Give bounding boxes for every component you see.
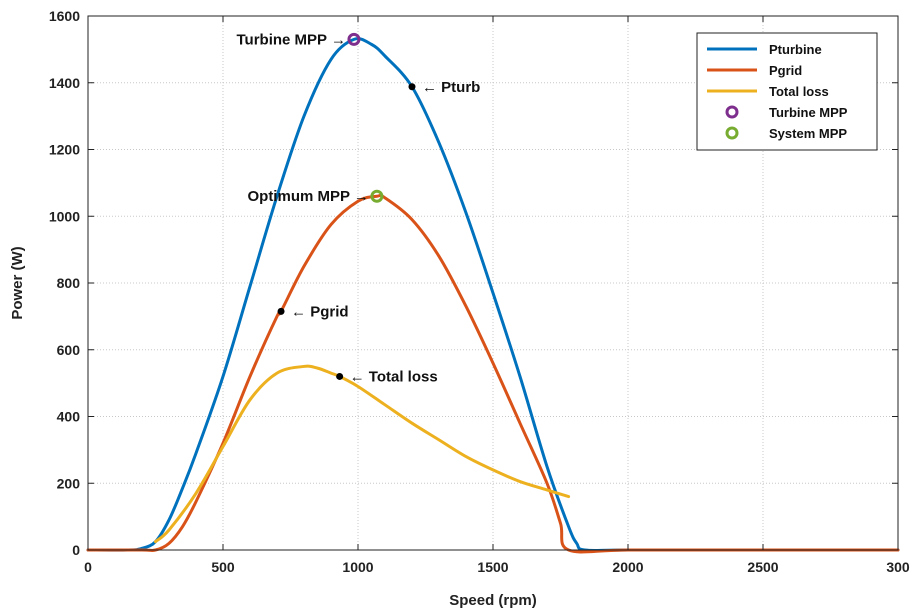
x-tick-label: 300: [886, 559, 910, 575]
y-tick-label: 1200: [49, 142, 80, 158]
legend-swatch-system-mpp: [725, 126, 739, 140]
y-tick-label: 1600: [49, 8, 80, 24]
x-tick-label: 2500: [747, 559, 778, 575]
legend-label-total-loss: Total loss: [769, 84, 829, 99]
marker-turbine-mpp: [347, 32, 361, 46]
legend-label-pturbine: Pturbine: [769, 42, 822, 57]
y-axis-label: Power (W): [9, 246, 26, 319]
annotation--pgrid: ← Pgrid: [291, 303, 349, 320]
series-line-pturbine: [86, 37, 900, 552]
annotation--pturb: ← Pturb: [422, 79, 480, 96]
x-tick-label: 1000: [342, 559, 373, 575]
annotation--total-loss: ← Total loss: [350, 368, 438, 385]
y-tick-label: 1400: [49, 75, 80, 91]
legend-label-turbine-mpp: Turbine MPP: [769, 105, 848, 120]
y-tick-label: 400: [57, 409, 81, 425]
y-tick-label: 200: [57, 475, 81, 491]
y-tick-label: 800: [57, 275, 81, 291]
annotations-layer: Turbine MPP → ← Pturb Optimum MPP → ← Pgrid…: [236, 31, 480, 385]
annotation-optimum-mpp-: Optimum MPP →: [247, 188, 368, 205]
x-tick-label: 1500: [477, 559, 508, 575]
x-tick-label: 500: [211, 559, 235, 575]
x-axis-label: Speed (rpm): [449, 592, 537, 609]
series-line-pgrid: [86, 193, 900, 554]
legend: Pturbine Pgrid Total loss Turbine MPP System…: [696, 32, 878, 151]
annotation-turbine-mpp-: Turbine MPP →: [236, 31, 345, 48]
annotation-dot: [277, 307, 285, 315]
x-tick-label: 2000: [612, 559, 643, 575]
y-tick-label: 0: [72, 542, 80, 558]
x-tick-label: 0: [84, 559, 92, 575]
annotation-dot: [336, 372, 344, 380]
markers-layer: [347, 32, 384, 203]
ticks: 0 500 1000 1500 2000 2500 30002004006008001000…: [49, 8, 910, 575]
legend-label-pgrid: Pgrid: [769, 63, 802, 78]
y-tick-label: 1000: [49, 208, 80, 224]
legend-label-system-mpp: System MPP: [769, 126, 847, 141]
y-tick-label: 600: [57, 342, 81, 358]
annotation-dot: [408, 83, 416, 91]
marker-system-mpp: [370, 189, 384, 203]
legend-swatch-turbine-mpp: [725, 105, 739, 119]
